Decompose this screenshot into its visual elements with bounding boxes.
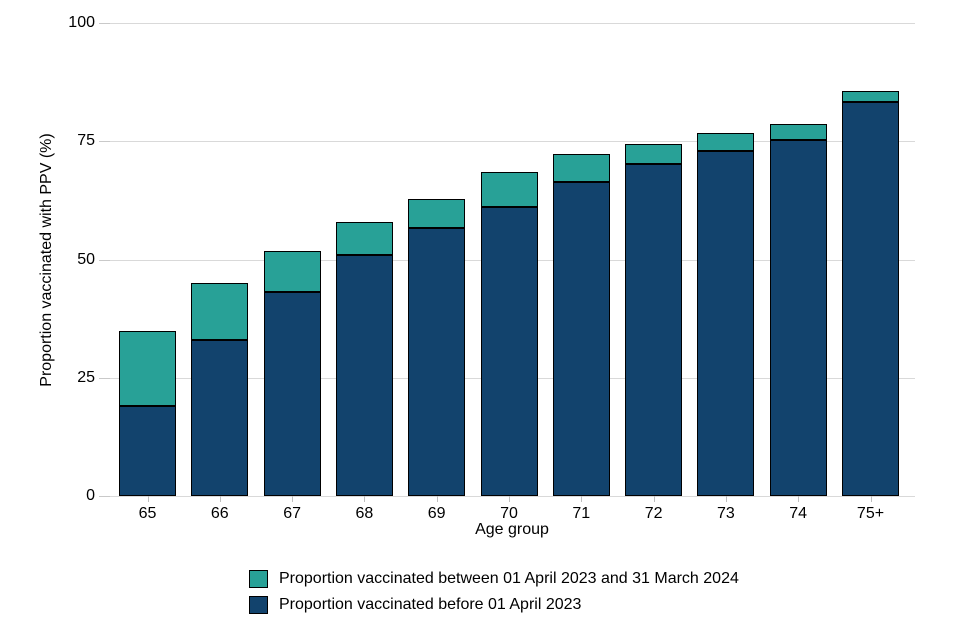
bar-segment-before-65 <box>119 406 176 496</box>
y-tick-mark <box>99 496 110 497</box>
bar-74 <box>769 124 827 496</box>
bar-segment-before-73 <box>697 151 755 496</box>
gridline-100 <box>110 23 915 24</box>
gridline-75 <box>110 141 915 143</box>
bar-segment-before-71 <box>552 181 610 496</box>
x-tick-mark <box>219 496 221 502</box>
y-tick-label: 100 <box>68 14 95 31</box>
x-tick-mark <box>292 496 294 502</box>
bar-segment-before-74 <box>769 139 827 496</box>
legend: Proportion vaccinated between 01 April 2… <box>249 566 739 618</box>
bar-segment-between-65 <box>119 331 176 407</box>
bar-segment-between-71 <box>552 154 610 182</box>
y-tick-mark <box>99 377 110 379</box>
x-tick-mark <box>509 496 510 502</box>
bar-70 <box>480 172 538 496</box>
x-tick-mark <box>147 496 149 502</box>
x-tick-label-71: 71 <box>572 505 591 522</box>
bar-segment-before-75+ <box>842 102 899 496</box>
bar-73 <box>697 132 755 496</box>
y-tick-label: 0 <box>86 487 95 504</box>
bar-segment-before-67 <box>263 291 321 496</box>
bar-segment-before-72 <box>625 163 683 496</box>
bar-segment-between-72 <box>625 144 683 164</box>
bar-75+ <box>842 91 899 496</box>
y-tick-mark <box>99 259 110 261</box>
x-tick-label-68: 68 <box>355 505 374 522</box>
x-tick-label-70: 70 <box>500 505 518 522</box>
bar-segment-between-66 <box>191 283 249 340</box>
y-tick-label: 75 <box>77 132 95 150</box>
legend-item-between: Proportion vaccinated between 01 April 2… <box>249 566 739 592</box>
gridline-0 <box>110 496 915 497</box>
y-tick-mark <box>99 23 110 24</box>
bar-72 <box>625 144 683 496</box>
x-tick-mark <box>653 496 655 502</box>
x-tick-label-66: 66 <box>210 505 229 522</box>
bar-71 <box>552 154 610 496</box>
x-tick-label-74: 74 <box>789 505 808 522</box>
legend-item-before: Proportion vaccinated before 01 April 20… <box>249 592 739 618</box>
x-tick-mark <box>870 496 872 502</box>
bar-segment-between-73 <box>697 132 755 152</box>
bar-66 <box>191 283 249 496</box>
y-tick-label: 50 <box>77 250 95 268</box>
x-axis-title: Age group <box>475 521 549 538</box>
bar-65 <box>119 331 176 496</box>
x-tick-mark <box>364 496 366 502</box>
bar-segment-before-66 <box>191 339 249 496</box>
bar-segment-between-70 <box>480 172 538 208</box>
bar-segment-between-75+ <box>842 91 899 103</box>
y-tick-mark <box>99 141 110 143</box>
x-tick-label-69: 69 <box>427 505 446 522</box>
x-tick-label-67: 67 <box>283 505 301 522</box>
x-tick-label-73: 73 <box>716 505 735 522</box>
bar-segment-between-69 <box>408 198 466 228</box>
bar-67 <box>263 251 321 496</box>
x-tick-label-65: 65 <box>138 505 157 522</box>
legend-label: Proportion vaccinated between 01 April 2… <box>279 570 739 587</box>
bar-segment-before-68 <box>335 254 393 496</box>
x-tick-mark <box>436 496 438 502</box>
plot-area <box>110 23 915 497</box>
legend-swatch-teal-icon <box>249 570 268 588</box>
bar-segment-before-70 <box>480 207 538 496</box>
x-tick-mark <box>581 496 583 502</box>
x-tick-label-75+: 75+ <box>856 505 885 522</box>
bar-69 <box>408 198 466 496</box>
legend-swatch-dark-blue-icon <box>249 596 268 614</box>
bar-68 <box>335 221 393 496</box>
legend-label: Proportion vaccinated before 01 April 20… <box>279 596 582 613</box>
bar-segment-before-69 <box>408 227 466 496</box>
x-tick-mark <box>798 496 800 502</box>
x-tick-mark <box>725 496 727 502</box>
x-tick-label-72: 72 <box>644 505 663 522</box>
bar-segment-between-68 <box>335 221 393 255</box>
y-tick-label: 25 <box>77 368 95 386</box>
bar-segment-between-67 <box>263 251 321 292</box>
bar-segment-between-74 <box>769 124 827 140</box>
